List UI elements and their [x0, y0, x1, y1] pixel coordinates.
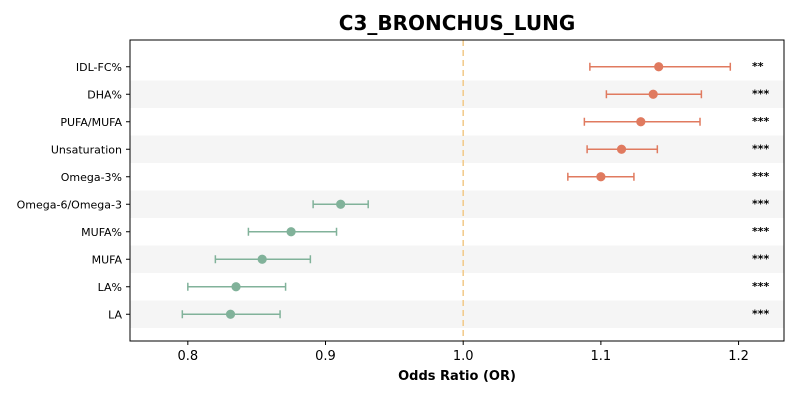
y-tick-label: PUFA/MUFA	[60, 116, 122, 129]
y-tick-label: Omega-6/Omega-3	[17, 198, 122, 211]
x-tick-label: 0.8	[177, 349, 198, 364]
or-point	[654, 62, 664, 72]
x-tick-label: 1.0	[453, 349, 474, 364]
or-point	[231, 282, 241, 292]
x-tick-label: 1.1	[591, 349, 612, 364]
x-tick-label: 1.2	[728, 349, 749, 364]
or-point	[616, 144, 627, 154]
significance-label: ***	[752, 170, 770, 183]
or-point	[257, 254, 267, 264]
y-axis: IDL-FC% DHA% PUFA/MUFA Unsaturation Omega-3%…	[17, 61, 130, 321]
or-point	[648, 89, 658, 99]
y-tick-label: LA%	[98, 281, 122, 294]
x-tick-label: 0.9	[315, 349, 336, 364]
x-axis-label: Odds Ratio (OR)	[398, 369, 516, 384]
significance-label: **	[752, 60, 764, 73]
y-tick-label: Omega-3%	[61, 171, 122, 184]
y-tick-label: LA	[108, 308, 122, 321]
y-tick-label: MUFA%	[81, 226, 122, 239]
row-stripe	[130, 190, 784, 218]
significance-label: ***	[752, 87, 770, 100]
row-stripes	[130, 80, 784, 328]
x-axis: 0.8 0.9 1.0 1.1 1.2	[177, 341, 749, 364]
or-point	[336, 199, 346, 209]
or-point	[596, 172, 606, 182]
y-tick-label: Unsaturation	[51, 143, 122, 156]
significance-label: ***	[752, 252, 770, 265]
significance-label: ***	[752, 197, 770, 210]
chart-title: C3_BRONCHUS_LUNG	[339, 11, 575, 35]
significance-label: ***	[752, 280, 770, 293]
significance-label: ***	[752, 307, 770, 320]
plot-frame	[129, 39, 785, 342]
significance-label: ***	[752, 142, 770, 155]
or-point	[636, 117, 646, 127]
significance-label: ***	[752, 225, 770, 238]
row-stripe	[130, 135, 784, 163]
or-point	[225, 309, 236, 319]
significance-label: ***	[752, 115, 770, 128]
data-marks: *****************************	[181, 60, 770, 320]
y-tick-label: IDL-FC%	[76, 61, 122, 74]
y-tick-label: DHA%	[87, 88, 122, 101]
or-point	[286, 227, 296, 237]
y-tick-label: MUFA	[92, 253, 123, 266]
